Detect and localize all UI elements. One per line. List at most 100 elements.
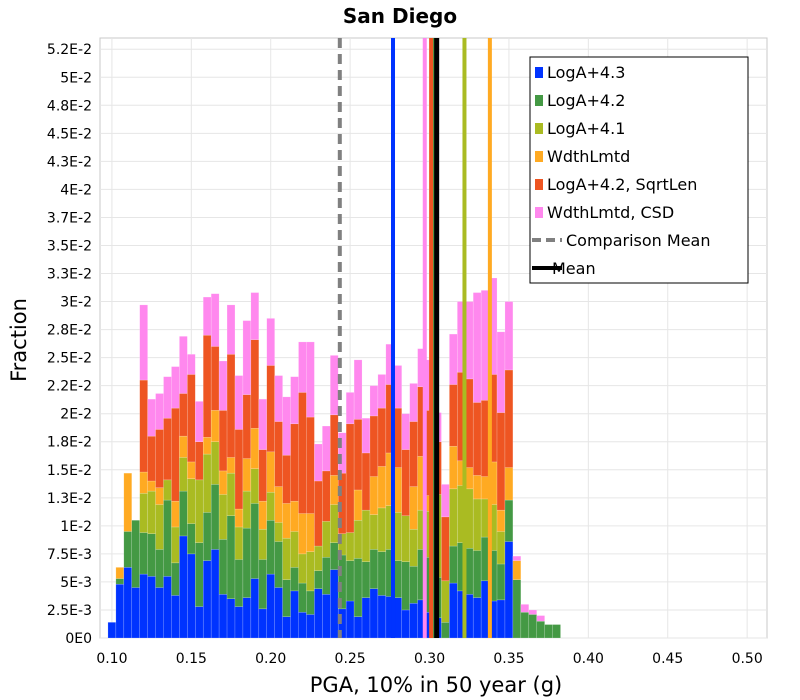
bar-segment <box>449 384 458 447</box>
bar-segment <box>441 580 450 623</box>
bar-segment <box>147 533 156 577</box>
x-axis-ticks: 0.10 0.15 0.20 0.25 0.30 0.35 0.40 0.45 0.50 <box>96 651 762 667</box>
bar-segment <box>290 567 299 592</box>
bar-segment <box>234 375 244 430</box>
bar-segment <box>179 336 188 394</box>
bar-segment <box>171 366 180 409</box>
bar-segment <box>377 374 387 409</box>
legend-label: LogA+4.1 <box>547 119 625 138</box>
bar-segment <box>401 609 410 639</box>
y-tick-label: 4.5E-2 <box>47 126 92 142</box>
bar-segment <box>139 573 148 639</box>
bar-segment <box>345 392 355 425</box>
bar-segment <box>441 484 450 518</box>
bar-segment <box>504 301 514 371</box>
bar-segment <box>250 503 260 579</box>
bar-segment <box>195 542 204 607</box>
bar-segment <box>258 398 267 450</box>
bar-segment <box>218 539 228 595</box>
bar-segment <box>274 522 283 542</box>
bar-segment <box>115 578 125 585</box>
bar-segment <box>314 443 323 482</box>
bar-segment <box>226 457 236 474</box>
y-tick-label: 2.5E-3 <box>47 603 92 619</box>
bar-segment <box>330 355 339 416</box>
bar-segment <box>242 458 252 492</box>
bar-segment <box>266 451 275 493</box>
bar-segment <box>504 467 514 501</box>
bar-segment <box>250 339 260 429</box>
bar-segment <box>234 429 244 510</box>
bar-segment <box>401 515 410 562</box>
legend-label: LogA+4.2, SqrtLen <box>547 175 697 194</box>
bar-segment <box>552 624 561 639</box>
bar-segment <box>139 304 148 381</box>
y-axis-ticks: 0E0 2.5E-3 5E-3 7.5E-3 1E-2 1.3E-2 1.5E-2 1.8E-… <box>47 42 92 647</box>
bar-segment <box>274 421 283 487</box>
bar-segment <box>171 595 180 639</box>
bar-segment <box>377 595 387 639</box>
legend-swatch <box>535 207 543 218</box>
bar-segment <box>314 545 323 571</box>
bar-segment <box>512 560 522 580</box>
bar-segment <box>226 304 236 355</box>
bar-segment <box>155 587 164 639</box>
bar-segment <box>369 549 379 589</box>
bar-segment <box>353 616 363 639</box>
bar-segment <box>377 407 387 467</box>
bar-segment <box>218 494 228 540</box>
bar-segment <box>528 609 537 615</box>
bar-segment <box>274 587 283 639</box>
bar-segment <box>536 620 545 639</box>
bar-segment <box>290 376 299 425</box>
bar-segment <box>195 401 204 442</box>
bar-segment <box>345 532 355 561</box>
bar-segment <box>258 528 267 560</box>
bar-segment <box>361 509 371 562</box>
bar-segment <box>322 470 331 522</box>
bar-segment <box>298 553 307 584</box>
bar-segment <box>298 392 307 514</box>
bar-segment <box>202 334 212 438</box>
bar-segment <box>306 416 315 514</box>
bar-segment <box>306 614 315 639</box>
bar-segment <box>179 457 188 492</box>
bar-segment <box>290 590 299 639</box>
bar-segment <box>282 579 291 617</box>
bar-segment <box>504 499 514 542</box>
y-tick-label: 4.3E-2 <box>47 154 92 170</box>
bar-segment <box>282 616 291 639</box>
mean-lines <box>337 38 492 638</box>
bar-segment <box>155 549 164 588</box>
bar-segment <box>171 500 180 528</box>
legend-label: WdthLmtd <box>547 147 630 166</box>
bar-segment <box>258 500 267 530</box>
bar-segment <box>409 602 418 639</box>
legend-swatch <box>535 67 543 78</box>
bar-segment <box>298 582 307 613</box>
bar-segment <box>187 523 196 555</box>
bar-segment <box>496 509 506 532</box>
x-tick-label: 0.40 <box>573 651 604 667</box>
bar-segment <box>496 563 506 601</box>
bar-segment <box>345 560 355 602</box>
bar-segment <box>171 407 180 502</box>
bar-segment <box>496 412 506 511</box>
bar-segment <box>512 555 522 561</box>
bar-segment <box>298 513 307 555</box>
bar-segment <box>107 622 117 639</box>
y-tick-label: 3.7E-2 <box>47 210 92 226</box>
bar-segment <box>258 449 267 502</box>
bar-segment <box>353 489 363 521</box>
bar-segment <box>250 292 260 340</box>
bar-segment <box>377 551 387 596</box>
bar-segment <box>187 478 196 524</box>
bar-segment <box>234 606 244 639</box>
bar-segment <box>377 507 387 552</box>
bar-segment <box>179 490 188 537</box>
bar-segment <box>163 417 172 481</box>
bar-segment <box>242 527 252 598</box>
bar-segment <box>250 578 260 639</box>
bar-segment <box>512 579 522 639</box>
bar-segment <box>234 508 244 528</box>
